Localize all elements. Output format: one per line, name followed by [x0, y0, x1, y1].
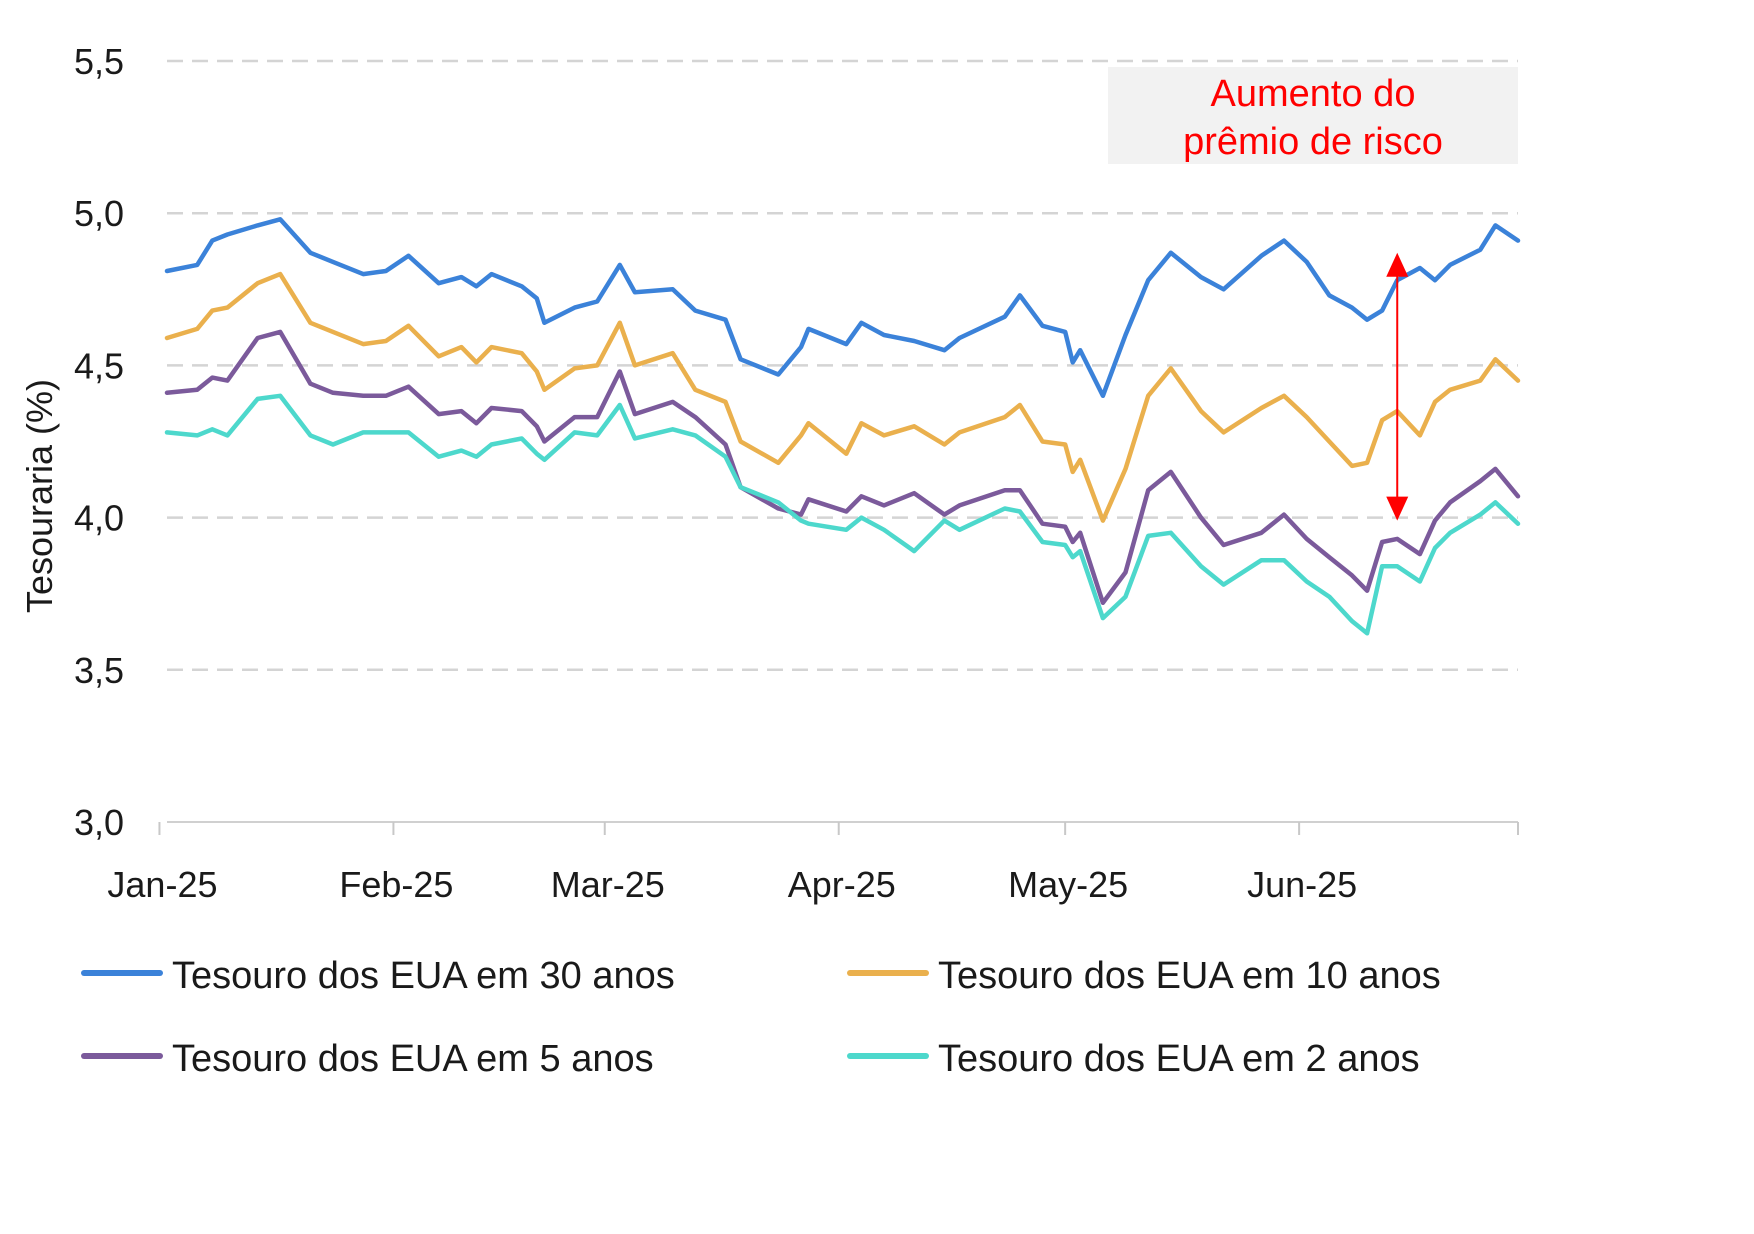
- x-tick-label: Apr-25: [788, 864, 896, 905]
- x-axis: Jan-25 Feb-25 Mar-25 Apr-25 May-25 Jun-25: [107, 821, 1519, 905]
- annotation-text-line1: Aumento do: [1211, 73, 1416, 115]
- annotation: Aumento do prêmio de risco: [1108, 67, 1518, 521]
- x-tick-label: Mar-25: [551, 864, 665, 905]
- legend-label: Tesouro dos EUA em 30 anos: [172, 955, 675, 997]
- y-tick-label: 4,0: [74, 498, 124, 539]
- series-line-1: [164, 217, 1521, 399]
- annotation-arrowhead-down: [1386, 496, 1409, 521]
- x-tick-label: Jan-25: [107, 864, 217, 905]
- y-tick-label: 5,5: [74, 41, 124, 82]
- series-line-3: [164, 329, 1521, 606]
- series-line-4: [164, 393, 1521, 636]
- annotation-arrowhead-up: [1386, 252, 1409, 277]
- series-lines: [164, 217, 1521, 636]
- y-axis-label: Tesouraria (%): [19, 379, 60, 613]
- x-tick-label: May-25: [1008, 864, 1128, 905]
- x-tick-label: Jun-25: [1247, 864, 1357, 905]
- legend: Tesouro dos EUA em 30 anos Tesouro dos EU…: [81, 955, 1441, 1080]
- y-tick-label: 4,5: [74, 345, 124, 386]
- legend-label: Tesouro dos EUA em 10 anos: [938, 955, 1441, 997]
- y-axis-ticks: 3,0 3,5 4,0 4,5 5,0 5,5: [74, 41, 124, 843]
- gridlines: [167, 59, 1518, 672]
- legend-label: Tesouro dos EUA em 5 anos: [172, 1038, 654, 1080]
- legend-label: Tesouro dos EUA em 2 anos: [938, 1038, 1420, 1080]
- annotation-text-line2: prêmio de risco: [1183, 121, 1443, 163]
- annotation-box: [1108, 67, 1518, 164]
- y-tick-label: 5,0: [74, 193, 124, 234]
- series-line-2: [164, 271, 1521, 523]
- y-tick-label: 3,5: [74, 650, 124, 691]
- y-tick-label: 3,0: [74, 802, 124, 843]
- x-tick-label: Feb-25: [339, 864, 453, 905]
